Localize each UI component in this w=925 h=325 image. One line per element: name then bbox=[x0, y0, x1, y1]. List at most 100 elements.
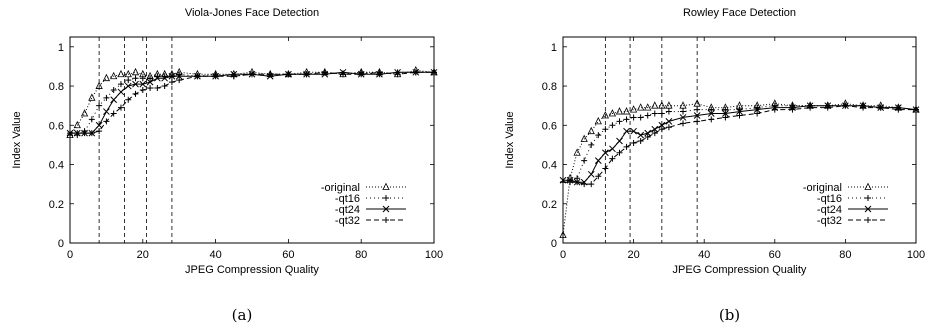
y-tick-label: 0.6 bbox=[542, 120, 557, 132]
data-point bbox=[679, 101, 687, 109]
data-point bbox=[616, 137, 623, 145]
data-point bbox=[665, 118, 673, 125]
series-original bbox=[559, 99, 920, 239]
data-point bbox=[168, 72, 176, 80]
panel-caption: (a) bbox=[232, 306, 253, 324]
data-point bbox=[644, 129, 652, 137]
plot-frame bbox=[562, 36, 917, 244]
data-point bbox=[175, 72, 183, 80]
data-point bbox=[722, 106, 729, 113]
data-point bbox=[303, 71, 310, 78]
data-point bbox=[637, 131, 645, 139]
data-point bbox=[573, 148, 581, 156]
data-point bbox=[842, 102, 849, 109]
data-point bbox=[824, 104, 831, 111]
data-point bbox=[212, 73, 219, 80]
data-point bbox=[623, 116, 630, 123]
legend-label: -qt32 bbox=[335, 215, 360, 227]
legend-label: -qt32 bbox=[817, 215, 842, 227]
x-tick-label: 40 bbox=[698, 249, 710, 261]
data-point bbox=[412, 69, 419, 76]
data-point bbox=[80, 109, 89, 117]
y-tick-label: 1 bbox=[58, 42, 64, 54]
series-qt32 bbox=[560, 102, 919, 188]
data-point bbox=[630, 127, 637, 135]
legend: -original-qt16-qt24-qt32 bbox=[321, 182, 406, 227]
data-point bbox=[340, 71, 346, 78]
series-qt32 bbox=[67, 69, 437, 137]
legend-marker bbox=[383, 217, 389, 223]
legend-label: -qt16 bbox=[817, 193, 842, 205]
data-point bbox=[147, 75, 154, 82]
data-point bbox=[161, 83, 168, 90]
data-point bbox=[693, 112, 701, 119]
data-point bbox=[594, 116, 602, 125]
data-point bbox=[736, 112, 743, 119]
data-point bbox=[168, 79, 175, 86]
data-point bbox=[587, 126, 595, 135]
y-tick-label: 1 bbox=[551, 42, 557, 54]
data-point bbox=[146, 78, 154, 86]
series-qt16 bbox=[67, 69, 437, 139]
x-tick-label: 100 bbox=[425, 249, 443, 261]
data-point bbox=[658, 121, 666, 129]
data-point bbox=[707, 110, 715, 117]
data-point bbox=[132, 90, 139, 97]
data-point bbox=[230, 73, 237, 80]
data-point bbox=[560, 179, 566, 186]
series-qt24 bbox=[66, 68, 438, 137]
data-point bbox=[679, 114, 687, 121]
data-point bbox=[623, 143, 630, 150]
y-axis-label: Index Value bbox=[504, 111, 516, 168]
x-tick-label: 60 bbox=[282, 249, 294, 261]
data-point bbox=[110, 96, 118, 104]
data-point bbox=[161, 74, 168, 82]
data-point bbox=[658, 110, 665, 117]
data-point bbox=[580, 134, 588, 142]
x-axis-label: JPEG Compression Quality bbox=[673, 264, 807, 276]
data-point bbox=[595, 173, 602, 180]
data-point bbox=[117, 104, 124, 111]
data-point bbox=[124, 69, 132, 78]
data-point bbox=[658, 101, 666, 109]
data-point bbox=[567, 179, 574, 186]
data-point bbox=[895, 106, 902, 113]
legend-label: -qt24 bbox=[817, 204, 842, 216]
data-point bbox=[594, 157, 602, 164]
data-point bbox=[736, 108, 743, 115]
data-point bbox=[81, 130, 88, 137]
legend-marker bbox=[865, 217, 871, 223]
data-point bbox=[117, 81, 124, 88]
data-point bbox=[96, 102, 103, 109]
data-point bbox=[74, 130, 81, 137]
series-line bbox=[70, 71, 434, 134]
data-point bbox=[131, 67, 140, 76]
data-point bbox=[694, 106, 701, 113]
data-point bbox=[665, 108, 672, 115]
legend: -original-qt16-qt24-qt32 bbox=[803, 182, 888, 227]
data-point bbox=[574, 179, 581, 186]
data-point bbox=[644, 134, 651, 141]
data-point bbox=[194, 73, 201, 80]
data-point bbox=[88, 116, 95, 123]
chart-title: Rowley Face Detection bbox=[683, 7, 796, 19]
legend-marker bbox=[382, 205, 390, 213]
legend-marker bbox=[864, 205, 872, 213]
chart-panel-0: Viola-Jones Face Detection 0 0.2 0.4 0.6 0.8 1… bbox=[11, 7, 443, 324]
x-tick-label: 20 bbox=[627, 249, 639, 261]
legend-label: -qt24 bbox=[335, 204, 360, 216]
data-point bbox=[789, 106, 796, 113]
data-point bbox=[609, 155, 616, 162]
data-point bbox=[877, 104, 884, 111]
data-point bbox=[588, 181, 595, 188]
series-line bbox=[562, 103, 917, 236]
panel-caption: (b) bbox=[719, 306, 740, 324]
data-point bbox=[644, 103, 652, 111]
x-axis-label: JPEG Compression Quality bbox=[185, 264, 319, 276]
series-original bbox=[66, 65, 438, 138]
data-point bbox=[807, 104, 814, 111]
data-point bbox=[644, 112, 651, 119]
data-point bbox=[96, 128, 103, 135]
chart-title: Viola-Jones Face Detection bbox=[185, 7, 319, 19]
